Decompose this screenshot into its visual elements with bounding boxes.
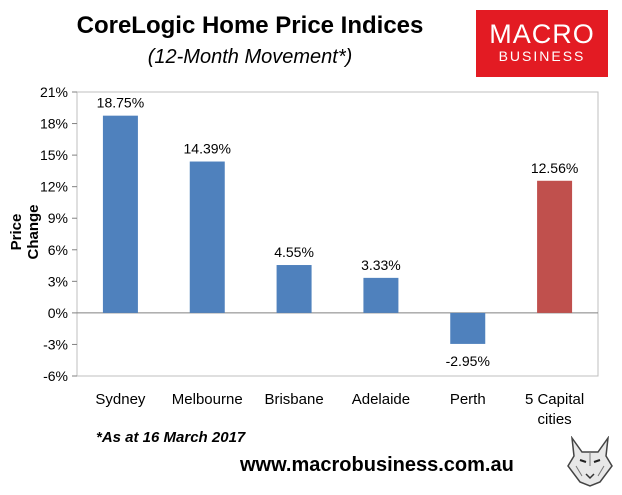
data-label: 12.56%: [531, 160, 578, 176]
y-tick-label: 15%: [40, 147, 68, 163]
y-tick-label: 18%: [40, 116, 68, 132]
data-label: 18.75%: [97, 95, 144, 111]
data-label: 14.39%: [184, 141, 231, 157]
category-label: Melbourne: [172, 391, 243, 408]
category-label: Adelaide: [352, 391, 410, 408]
logo-line-1: MACRO: [489, 19, 595, 49]
y-tick-label: 12%: [40, 179, 68, 195]
y-tick-label: 6%: [48, 242, 68, 258]
category-label: Brisbane: [264, 391, 323, 408]
y-tick-label: 9%: [48, 210, 68, 226]
data-label: 4.55%: [274, 244, 314, 260]
bar: [537, 180, 573, 313]
y-tick-label: 0%: [48, 305, 68, 321]
bar: [363, 277, 399, 313]
footnote: *As at 16 March 2017: [96, 429, 246, 446]
bar: [102, 115, 138, 313]
chart-subtitle: (12-Month Movement*): [147, 46, 353, 68]
website-url: www.macrobusiness.com.au: [240, 454, 514, 476]
y-tick-label: 21%: [40, 84, 68, 100]
category-label: Perth: [450, 391, 486, 408]
category-label: 5 Capital cities: [525, 391, 584, 428]
y-tick-label: -3%: [43, 336, 68, 352]
y-tick-label: -6%: [43, 368, 68, 384]
logo-line-2: BUSINESS: [498, 48, 586, 64]
data-label: -2.95%: [446, 353, 490, 369]
macrobusiness-logo: MACRO BUSINESS: [476, 10, 608, 77]
y-tick-label: 3%: [48, 273, 68, 289]
bar: [189, 161, 225, 313]
bar: [450, 312, 486, 344]
chart-title: CoreLogic Home Price Indices: [76, 12, 424, 39]
wolf-logo-icon: [567, 436, 613, 487]
data-label: 3.33%: [361, 257, 401, 273]
category-label: Sydney: [95, 391, 146, 408]
bar: [276, 265, 312, 313]
plot-area: [76, 91, 599, 377]
